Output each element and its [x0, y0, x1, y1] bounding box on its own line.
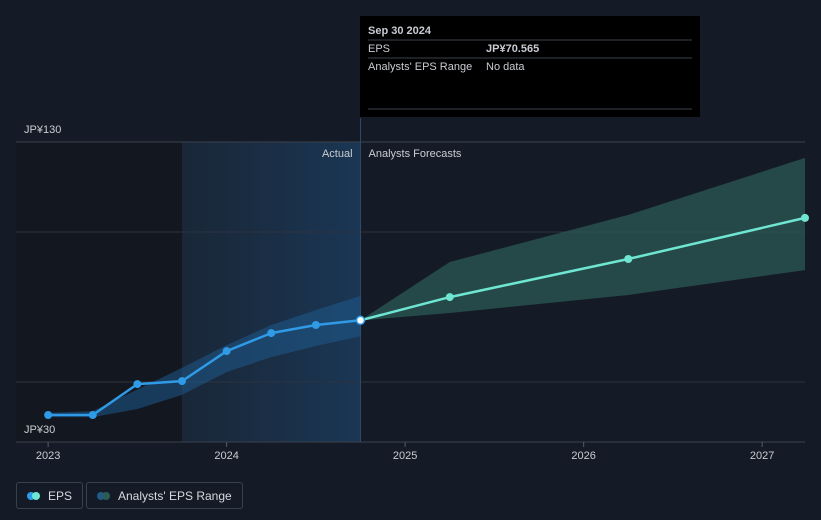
range-band	[48, 295, 361, 418]
data-point	[44, 411, 53, 419]
data-point	[355, 315, 366, 326]
x-tick-label: 2027	[750, 450, 774, 462]
x-tick-label: 2023	[36, 450, 60, 462]
forecast-label: Analysts Forecasts	[369, 148, 462, 160]
data-point	[445, 293, 454, 302]
tooltip	[360, 16, 700, 117]
data-point	[311, 321, 320, 329]
past-year-region	[182, 142, 361, 442]
legend-range[interactable]: Analysts' EPS Range	[86, 482, 243, 509]
legend-label: EPS	[48, 488, 73, 503]
x-tick-label: 2026	[571, 450, 595, 462]
legend-label: Analysts' EPS Range	[118, 488, 232, 503]
data-point	[222, 347, 231, 356]
actual-label: Actual	[322, 148, 353, 160]
legend-icon	[97, 491, 110, 500]
tooltip-label: EPS	[368, 43, 390, 55]
tooltip-value: No data	[486, 61, 525, 73]
tooltip-label: Analysts' EPS Range	[368, 61, 472, 73]
eps-line	[48, 319, 361, 417]
data-point	[178, 377, 187, 386]
y-tick-label: JP¥130	[24, 124, 61, 136]
data-point	[88, 411, 97, 419]
data-point	[267, 329, 276, 338]
x-tick-label: 2024	[214, 450, 238, 462]
y-tick-label: JP¥30	[24, 424, 55, 436]
data-point	[133, 380, 142, 389]
legend-icon	[27, 491, 40, 500]
x-tick-label: 2025	[393, 450, 417, 462]
tooltip-date: Sep 30 2024	[368, 25, 432, 37]
data-point	[624, 255, 633, 263]
legend-eps[interactable]: EPS	[16, 482, 84, 509]
range-band	[360, 157, 805, 321]
data-point	[801, 213, 809, 222]
eps-forecast-line	[360, 216, 806, 322]
tooltip-value: JP¥70.565	[486, 43, 539, 55]
